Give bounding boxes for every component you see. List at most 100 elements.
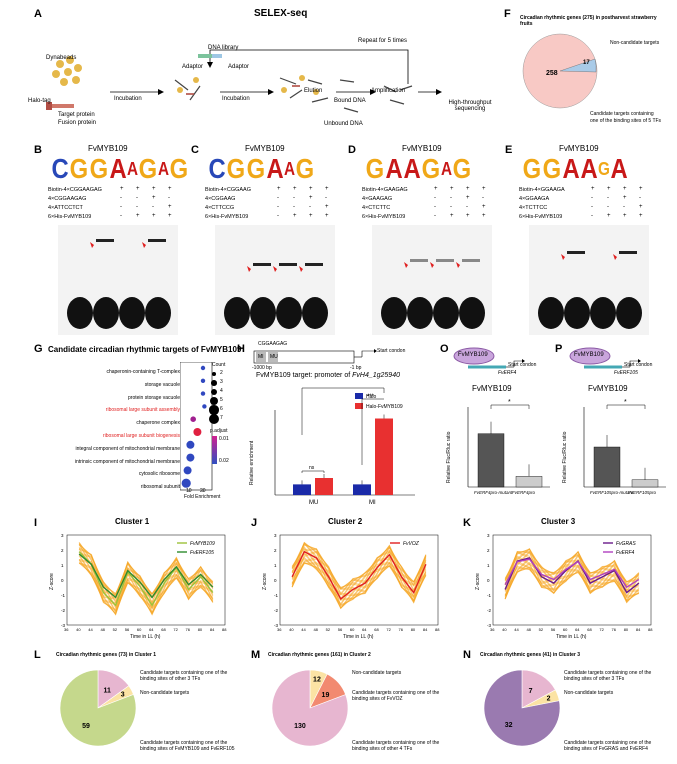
gene-profile-line [79, 558, 214, 615]
sequence-logo: GAAGAG [364, 153, 472, 184]
logo-letter: G [452, 153, 472, 184]
gel-svg [381, 259, 485, 329]
count-legend-value: 7 [220, 415, 223, 421]
pie-slice-label: Candidate targets containing one of the … [352, 690, 440, 702]
cluster-xtick: 72 [599, 627, 604, 632]
shifted-band [279, 263, 297, 266]
free-probe-band [433, 297, 459, 329]
go-term-label: cytosolic ribosome [138, 471, 180, 478]
highlight-gene-line [78, 553, 214, 599]
emsa-sign: - [277, 213, 279, 219]
op-category-label: FvERF4pro [512, 490, 536, 495]
cluster-xlabel: Time in LL (h) [343, 634, 374, 640]
target-protein-label: Target protein [58, 112, 95, 118]
h-start-1: -1000 bp [252, 365, 272, 371]
cluster-legend-label: FvMYB109 [190, 541, 215, 547]
free-probe-band [381, 297, 407, 329]
pie-title: Circadian rhythmic genes (73) in Cluster… [56, 652, 157, 658]
emsa-sign: - [434, 195, 436, 201]
arrowhead-icon [299, 266, 303, 272]
cluster-xtick: 80 [198, 627, 203, 632]
cluster-xtick: 56 [125, 627, 130, 632]
emsa-sign: + [450, 213, 454, 219]
arrowhead-icon [561, 254, 565, 260]
cluster-xtick: 68 [161, 627, 166, 632]
emsa-sign: - [277, 204, 279, 210]
emsa-sign: + [309, 195, 313, 201]
cluster-ytick: 3 [61, 533, 64, 538]
panel-letter-o: O [440, 343, 449, 355]
emsa-row-label: Biotin-4×GGAAGA [519, 187, 565, 193]
h-category-label: MU [309, 500, 318, 506]
pie-slice-label: Candidate targets containing one of the … [564, 740, 652, 752]
pie-value: 11 [104, 687, 112, 694]
cluster-xtick: 76 [186, 627, 191, 632]
logo-letter: A [109, 153, 127, 184]
emsa-row-label: 4×CTTCCG [205, 205, 235, 211]
go-dot [202, 404, 207, 409]
dynabeads-label: Dynabeads [46, 55, 77, 61]
op-ylabel: Relative Fluc/Rluc ratio [446, 431, 452, 483]
h-legend-swatch [355, 403, 363, 409]
logo-letter: G [522, 153, 542, 184]
count-legend-dot [209, 405, 219, 415]
arrowhead-icon [273, 266, 277, 272]
emsa-sign: - [120, 204, 122, 210]
count-legend-dot [210, 388, 218, 396]
emsa-sign: + [466, 186, 470, 192]
h-ylabel: Relative enrichment [249, 440, 255, 485]
cluster-xtick: 56 [338, 627, 343, 632]
emsa-sign: - [434, 204, 436, 210]
op-bar [515, 476, 543, 488]
gene-profile-line [291, 551, 427, 595]
emsa-sign: - [120, 195, 122, 201]
arrowhead-icon [404, 262, 408, 268]
p-gene: FvERF105 [614, 370, 638, 376]
cluster-xtick: 72 [386, 627, 391, 632]
p-protein-label: FvMYB109 [574, 352, 604, 358]
emsa-sign: - [591, 195, 593, 201]
cluster-ytick: -2 [487, 608, 491, 613]
emsa-sign: + [136, 213, 140, 219]
go-xtick-label: 20 [200, 488, 206, 494]
logo-letter: G [421, 153, 441, 184]
cluster-xtick: 44 [514, 627, 519, 632]
fusion-protein-label: Fusion protein [58, 120, 97, 126]
logo-letter: G [542, 153, 561, 184]
o-construct [453, 347, 525, 369]
cluster-xtick: 48 [100, 627, 105, 632]
h-category-label: MI [369, 500, 376, 506]
go-dot [186, 453, 195, 462]
go-xlabel: Fold Enrichment [184, 494, 221, 500]
arrowhead-icon [90, 242, 94, 248]
go-dot [190, 416, 196, 422]
go-term-label: integral component of mitochondrial memb… [75, 445, 181, 452]
logo-letter: A [157, 159, 169, 179]
emsa-row-label: Biotin-4×CGGAAG [205, 187, 252, 193]
pie-title: Circadian rhythmic genes (41) in Cluster… [480, 652, 581, 658]
emsa-sign: + [309, 213, 313, 219]
count-legend-dot [208, 413, 220, 425]
gel-image [529, 225, 649, 335]
panel-letter-p: P [555, 343, 563, 355]
panel-f-title: Circadian rhythmic genes (275) in postha… [520, 15, 657, 27]
cluster-xtick: 60 [137, 627, 142, 632]
cluster-xtick: 40 [289, 627, 294, 632]
emsa-sign: - [450, 204, 452, 210]
h-legend-swatch [355, 393, 363, 399]
incubation-1-label: Incubation [114, 96, 142, 102]
count-legend-value: 5 [220, 397, 223, 403]
emsa-sign: - [434, 213, 436, 219]
panel-letter-c: C [191, 144, 199, 156]
pie-title: Circadian rhythmic genes (161) in Cluste… [268, 652, 371, 658]
emsa-row-label: 6×His-FvMYB109 [519, 214, 563, 220]
free-probe-band [590, 297, 616, 329]
go-dot [200, 365, 206, 371]
emsa-sign: + [434, 186, 438, 192]
op-sig: * [508, 399, 511, 406]
shifted-band [436, 259, 454, 262]
arrowhead-icon [613, 254, 617, 260]
logo-letter: A [610, 153, 628, 184]
h-startcodon: Start condon [377, 348, 406, 354]
emsa-sign: + [639, 186, 643, 192]
